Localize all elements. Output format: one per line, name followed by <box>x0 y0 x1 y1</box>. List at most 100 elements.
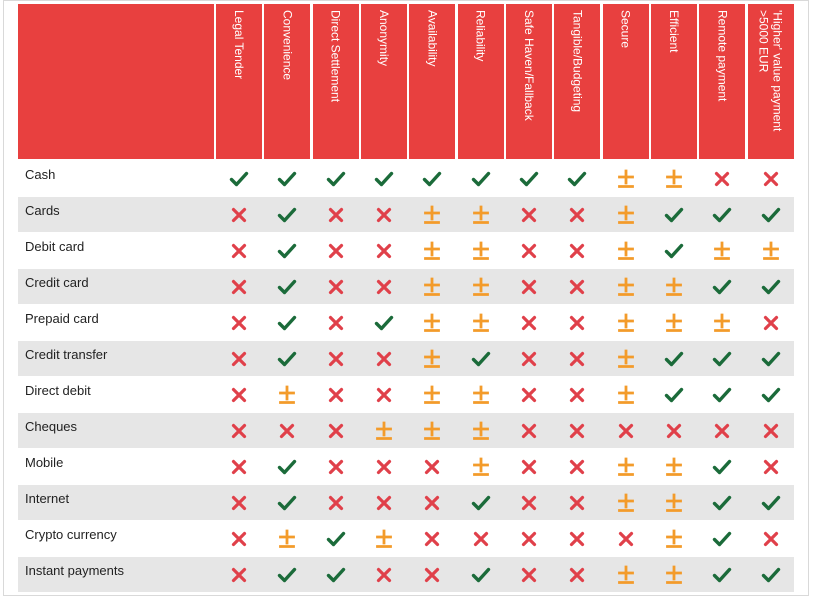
check-icon <box>748 377 794 412</box>
cross-icon <box>361 341 407 376</box>
table-row: Credit card <box>18 269 794 304</box>
plus-minus-icon <box>458 197 504 232</box>
column-header: Anonymity <box>360 4 407 159</box>
cross-icon <box>216 521 262 556</box>
plus-minus-icon <box>651 269 697 304</box>
plus-minus-icon <box>458 269 504 304</box>
plus-minus-icon <box>603 161 649 196</box>
cross-icon <box>216 413 262 448</box>
plus-minus-icon <box>651 161 697 196</box>
plus-minus-icon <box>699 233 745 268</box>
plus-minus-icon <box>409 269 455 304</box>
plus-minus-icon <box>409 233 455 268</box>
check-icon <box>361 161 407 196</box>
cross-icon <box>216 449 262 484</box>
check-icon <box>264 485 310 520</box>
row-label: Prepaid card <box>25 311 99 326</box>
check-icon <box>699 557 745 592</box>
column-header: 'Higher' value payment >5000 EUR <box>747 4 794 159</box>
check-icon <box>554 161 600 196</box>
column-header: Availability <box>409 4 456 159</box>
column-header-label: Legal Tender <box>232 10 246 80</box>
cross-icon <box>313 413 359 448</box>
column-header-label: Tangible/Budgeting <box>570 10 585 113</box>
plus-minus-icon <box>409 305 455 340</box>
plus-minus-icon <box>603 341 649 376</box>
plus-minus-icon <box>603 197 649 232</box>
cross-icon <box>506 557 552 592</box>
cross-icon <box>554 449 600 484</box>
cross-icon <box>506 485 552 520</box>
cross-icon <box>699 161 745 196</box>
cross-icon <box>554 413 600 448</box>
cross-icon <box>409 485 455 520</box>
cross-icon <box>216 485 262 520</box>
check-icon <box>651 233 697 268</box>
plus-minus-icon <box>603 485 649 520</box>
check-icon <box>264 233 310 268</box>
check-icon <box>361 305 407 340</box>
check-icon <box>313 161 359 196</box>
check-icon <box>264 305 310 340</box>
table-row: Credit transfer <box>18 341 794 376</box>
check-icon <box>651 197 697 232</box>
cross-icon <box>264 413 310 448</box>
cross-icon <box>216 377 262 412</box>
cross-icon <box>506 341 552 376</box>
row-label: Direct debit <box>25 383 91 398</box>
cross-icon <box>216 557 262 592</box>
cross-icon <box>313 305 359 340</box>
check-icon <box>264 269 310 304</box>
row-label: Internet <box>25 491 70 506</box>
column-header: Safe Haven/Fallback <box>505 4 552 159</box>
plus-minus-icon <box>458 413 504 448</box>
check-icon <box>264 449 310 484</box>
table-row: Instant payments <box>18 557 794 592</box>
cross-icon <box>361 485 407 520</box>
column-header: Secure <box>602 4 649 159</box>
check-icon <box>264 341 310 376</box>
table-row: Prepaid card <box>18 305 794 340</box>
check-icon <box>699 485 745 520</box>
cross-icon <box>506 269 552 304</box>
plus-minus-icon <box>603 305 649 340</box>
check-icon <box>651 377 697 412</box>
table-row: Cash <box>18 161 794 196</box>
column-header-label: Safe Haven/Fallback <box>521 10 536 121</box>
cross-icon <box>748 161 794 196</box>
table-row: Internet <box>18 485 794 520</box>
column-header: Convenience <box>264 4 311 159</box>
cross-icon <box>216 341 262 376</box>
cross-icon <box>651 413 697 448</box>
cross-icon <box>506 449 552 484</box>
plus-minus-icon <box>603 377 649 412</box>
plus-minus-icon <box>651 521 697 556</box>
plus-minus-icon <box>603 269 649 304</box>
plus-minus-icon <box>409 413 455 448</box>
plus-minus-icon <box>748 233 794 268</box>
cross-icon <box>554 197 600 232</box>
cross-icon <box>361 233 407 268</box>
check-icon <box>458 161 504 196</box>
cross-icon <box>361 449 407 484</box>
column-header-label: Secure <box>618 10 633 49</box>
cross-icon <box>506 305 552 340</box>
cross-icon <box>554 233 600 268</box>
column-header-label: Remote payment <box>715 10 730 102</box>
plus-minus-icon <box>458 233 504 268</box>
row-label: Credit transfer <box>25 347 108 362</box>
column-header: Direct Settlement <box>312 4 359 159</box>
row-label: Instant payments <box>25 563 124 578</box>
plus-minus-icon <box>361 413 407 448</box>
plus-minus-icon <box>458 305 504 340</box>
cross-icon <box>313 377 359 412</box>
row-label: Cheques <box>25 419 78 434</box>
cross-icon <box>699 413 745 448</box>
plus-minus-icon <box>458 377 504 412</box>
column-header: Tangible/Budgeting <box>554 4 601 159</box>
cross-icon <box>313 341 359 376</box>
column-header-label: Direct Settlement <box>328 10 343 103</box>
cross-icon <box>216 305 262 340</box>
check-icon <box>409 161 455 196</box>
table-row: Cheques <box>18 413 794 448</box>
